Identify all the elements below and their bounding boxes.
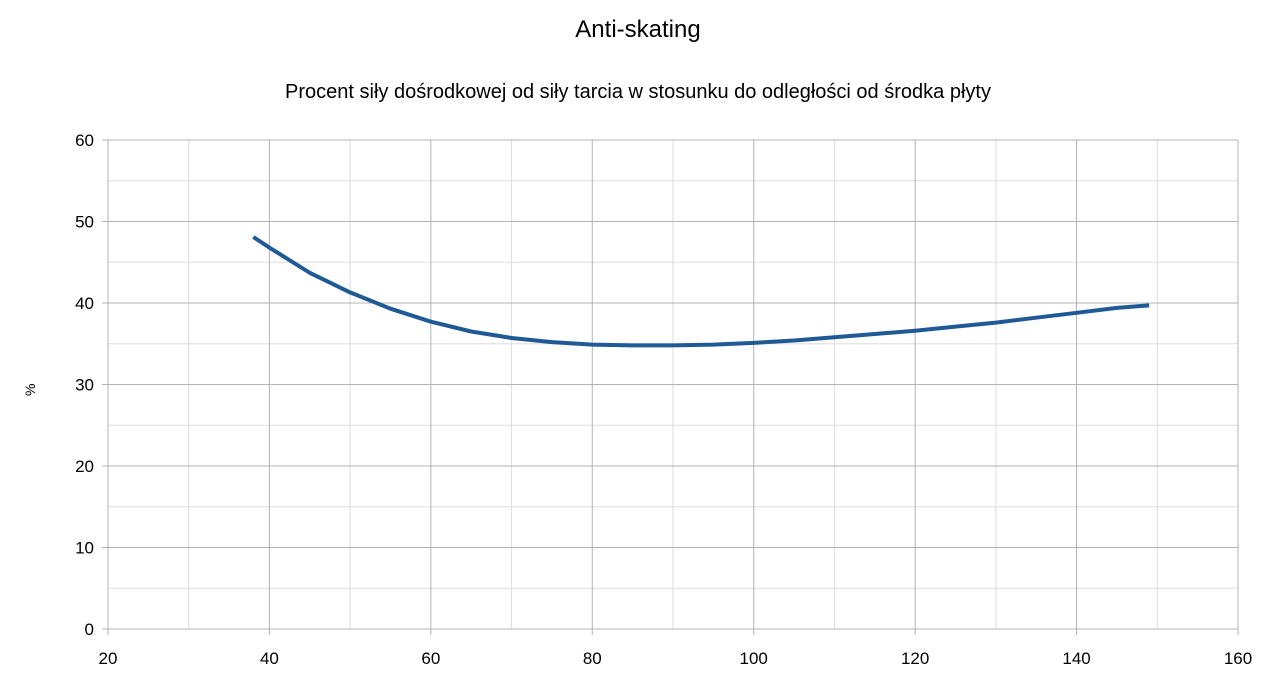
tick-labels: 20 40 60 80 100 120 140 160 0 10 20 30 40 50 60 [75,131,1252,668]
major-gridlines [102,139,1239,635]
x-tick-label: 160 [1224,649,1252,668]
y-tick-label: 10 [75,539,94,558]
series-layer [252,235,1150,348]
chart-subtitle: Procent siły dośrodkowej od siły tarcia … [285,81,991,103]
y-tick-label: 40 [75,294,94,313]
y-tick-label: 60 [75,131,94,150]
series-line [252,235,1150,348]
y-tick-label: 50 [75,213,94,232]
x-tick-label: 40 [260,649,279,668]
x-tick-label: 60 [421,649,440,668]
y-tick-label: 20 [75,457,94,476]
x-tick-label: 100 [740,649,768,668]
x-tick-label: 120 [901,649,929,668]
x-tick-label: 80 [583,649,602,668]
y-tick-label: 0 [85,620,94,639]
x-tick-label: 20 [99,649,118,668]
y-tick-label: 30 [75,376,94,395]
chart-title: Anti-skating [575,16,701,43]
x-tick-label: 140 [1062,649,1090,668]
